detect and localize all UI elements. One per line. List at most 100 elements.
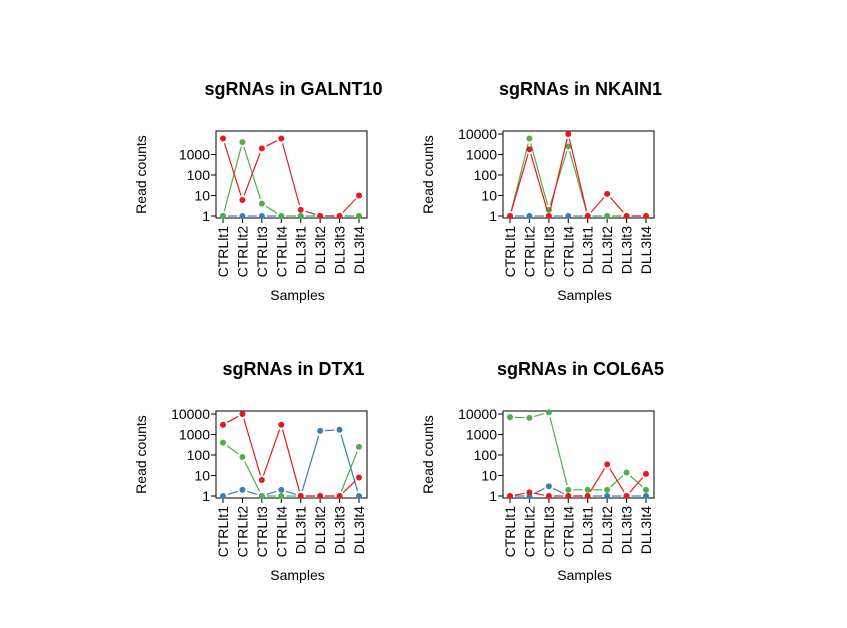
- y-tick-label: 1000: [466, 147, 497, 163]
- series-line-segment: [342, 480, 356, 493]
- data-point: [278, 213, 285, 219]
- series-line-segment: [223, 146, 242, 212]
- data-point: [258, 493, 265, 499]
- x-tick-label: DLL3lt1: [580, 226, 596, 274]
- data-point: [317, 213, 324, 219]
- data-point: [584, 486, 591, 493]
- x-tick-label: CTRLlt4: [273, 506, 289, 558]
- y-axis-label: Read counts: [420, 415, 436, 494]
- data-point: [220, 493, 226, 499]
- y-tick-label: 1000: [179, 427, 210, 443]
- series-1: [220, 426, 362, 499]
- chart-title: sgRNAs in DTX1: [222, 359, 364, 379]
- data-point: [220, 213, 226, 219]
- x-tick-label: DLL3lt2: [599, 506, 615, 554]
- x-tick-label: DLL3lt4: [638, 506, 654, 554]
- x-tick-label: DLL3lt1: [293, 226, 309, 274]
- data-point: [623, 493, 630, 499]
- y-axis-label: Read counts: [133, 135, 149, 214]
- y-tick-label: 1000: [179, 147, 210, 163]
- data-point: [643, 493, 649, 499]
- y-axis-label: Read counts: [133, 415, 149, 494]
- data-point: [565, 486, 572, 493]
- series-line-segment: [609, 468, 625, 493]
- y-tick-label: 100: [474, 167, 498, 183]
- x-tick-label: CTRLlt3: [541, 226, 557, 278]
- data-point: [258, 477, 265, 484]
- series-2: [220, 139, 362, 219]
- y-tick-label: 1: [489, 488, 497, 504]
- series-3: [220, 411, 362, 499]
- data-point: [317, 493, 324, 499]
- x-tick-label: CTRLlt2: [234, 226, 250, 278]
- series-line-segment: [530, 153, 549, 212]
- data-point: [507, 213, 513, 219]
- x-tick-label: DLL3lt4: [351, 226, 367, 274]
- x-tick-label: CTRLlt3: [254, 506, 270, 558]
- x-axis-label: Samples: [270, 287, 324, 303]
- panel-2: sgRNAs in NKAIN1 1 10 100 1000 10000 Read coun…: [420, 79, 662, 303]
- data-point: [258, 213, 265, 219]
- series-line-segment: [282, 429, 300, 492]
- chart-title: sgRNAs in COL6A5: [497, 359, 664, 379]
- x-tick-label: DLL3lt3: [619, 506, 635, 554]
- data-point: [239, 139, 246, 146]
- y-tick-label: 10: [481, 188, 497, 204]
- series-line-segment: [266, 140, 278, 147]
- x-tick-label: DLL3lt2: [312, 506, 328, 554]
- data-point: [545, 483, 552, 490]
- y-tick-label: 10: [481, 468, 497, 484]
- data-point: [643, 486, 649, 493]
- panel-4: sgRNAs in COL6A5 1 10 100 1000 10000 Read coun…: [420, 359, 664, 583]
- data-point: [278, 486, 285, 493]
- x-tick-label: DLL3lt2: [312, 226, 328, 274]
- series-line-segment: [340, 434, 359, 492]
- series-line-segment: [266, 490, 277, 496]
- x-tick-label: DLL3lt3: [619, 226, 635, 274]
- series-line-segment: [589, 468, 606, 493]
- series-3: [507, 131, 649, 219]
- data-point: [604, 213, 611, 219]
- series-line-segment: [227, 490, 238, 496]
- series-line-segment: [285, 490, 297, 496]
- plot-frame: [502, 130, 655, 219]
- series-line-segment: [629, 477, 644, 493]
- x-tick-label: CTRLlt1: [215, 226, 231, 278]
- series-line-segment: [534, 413, 545, 418]
- x-tick-label: CTRLlt3: [254, 226, 270, 278]
- data-point: [220, 135, 226, 142]
- data-point: [220, 421, 226, 428]
- series-line-segment: [549, 417, 568, 486]
- series-line-segment: [530, 143, 549, 206]
- data-point: [526, 146, 533, 153]
- data-point: [565, 213, 572, 219]
- y-tick-label: 1: [202, 208, 210, 224]
- y-tick-label: 100: [474, 447, 498, 463]
- series-line-segment: [282, 143, 300, 206]
- data-point: [356, 443, 362, 450]
- series-line-segment: [340, 451, 358, 492]
- x-tick-label: DLL3lt1: [293, 506, 309, 554]
- data-point: [297, 206, 304, 213]
- x-tick-label: DLL3lt1: [580, 506, 596, 554]
- x-axis-label: Samples: [557, 567, 611, 583]
- data-point: [297, 493, 304, 499]
- data-point: [526, 213, 533, 219]
- data-point: [239, 486, 246, 493]
- data-point: [356, 493, 362, 499]
- data-point: [239, 213, 246, 219]
- series-line-segment: [553, 487, 565, 495]
- data-point: [526, 414, 533, 421]
- y-tick-label: 100: [187, 167, 211, 183]
- data-point: [545, 493, 552, 499]
- data-point: [278, 493, 285, 499]
- x-tick-label: DLL3lt4: [351, 506, 367, 554]
- panel-3: sgRNAs in DTX1 1 10 100 1000 10000 Read counts…: [133, 359, 368, 583]
- series-line-segment: [244, 461, 261, 492]
- data-point: [336, 493, 343, 499]
- y-tick-label: 1000: [466, 427, 497, 443]
- panel-1: sgRNAs in GALNT10 1 10 100 1000 Read counts CT…: [133, 79, 383, 303]
- x-tick-label: DLL3lt4: [638, 226, 654, 274]
- data-point: [643, 213, 649, 219]
